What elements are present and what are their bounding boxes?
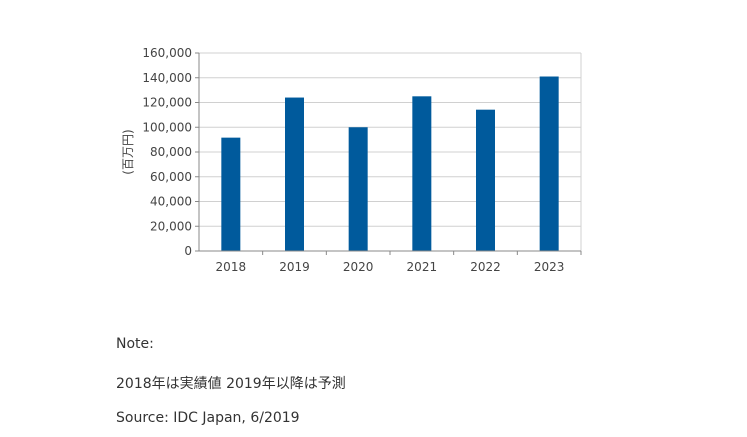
bar-2021 bbox=[412, 96, 432, 251]
x-tick-label: 2022 bbox=[470, 260, 501, 274]
y-tick-label: 40,000 bbox=[150, 195, 192, 209]
bar-chart: 0 20,000 40,000 60,000 80,000 100,000 120,000 1… bbox=[121, 46, 582, 274]
y-tick-label: 120,000 bbox=[142, 96, 192, 110]
bar-2020 bbox=[348, 127, 368, 251]
x-tick-label: 2019 bbox=[279, 260, 310, 274]
y-tick-label: 60,000 bbox=[150, 170, 192, 184]
y-tick-label: 20,000 bbox=[150, 219, 192, 233]
source-text: Source: IDC Japan, 6/2019 bbox=[116, 410, 300, 426]
x-tick-label: 2021 bbox=[407, 260, 438, 274]
y-axis-label: (百万円) bbox=[121, 129, 135, 174]
y-tick-label: 80,000 bbox=[150, 145, 192, 159]
y-tick-label: 100,000 bbox=[142, 120, 192, 134]
y-tick-label: 140,000 bbox=[142, 71, 192, 85]
note-label: Note: bbox=[116, 336, 154, 352]
bar-2018 bbox=[221, 137, 241, 251]
x-tick-label: 2023 bbox=[534, 260, 565, 274]
x-tick-label: 2020 bbox=[343, 260, 374, 274]
y-tick-label: 0 bbox=[184, 244, 192, 258]
note-text: 2018年は実績値 2019年以降は予測 bbox=[116, 376, 346, 392]
bar-2019 bbox=[285, 97, 304, 251]
x-tick-label: 2018 bbox=[216, 260, 247, 274]
bar-2023 bbox=[539, 76, 559, 251]
y-tick-label: 160,000 bbox=[142, 46, 192, 60]
bar-2022 bbox=[476, 109, 495, 252]
